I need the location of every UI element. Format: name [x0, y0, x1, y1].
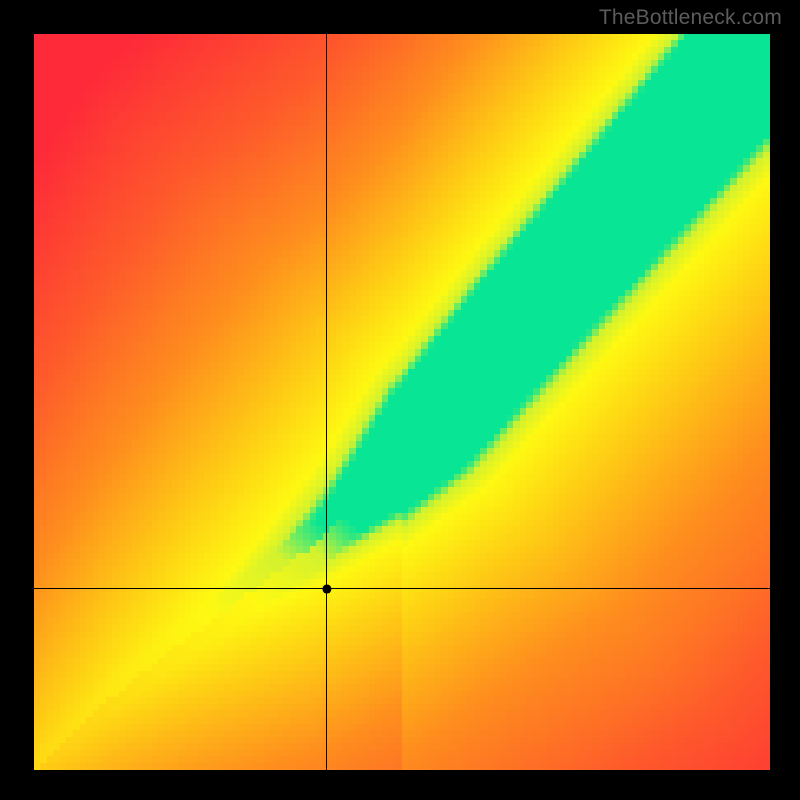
crosshair-vertical	[326, 34, 327, 770]
heatmap-plot	[33, 33, 769, 769]
chart-container: TheBottleneck.com	[0, 0, 800, 800]
watermark-text: TheBottleneck.com	[599, 6, 782, 30]
heatmap-canvas	[34, 34, 770, 770]
crosshair-horizontal	[34, 588, 770, 589]
